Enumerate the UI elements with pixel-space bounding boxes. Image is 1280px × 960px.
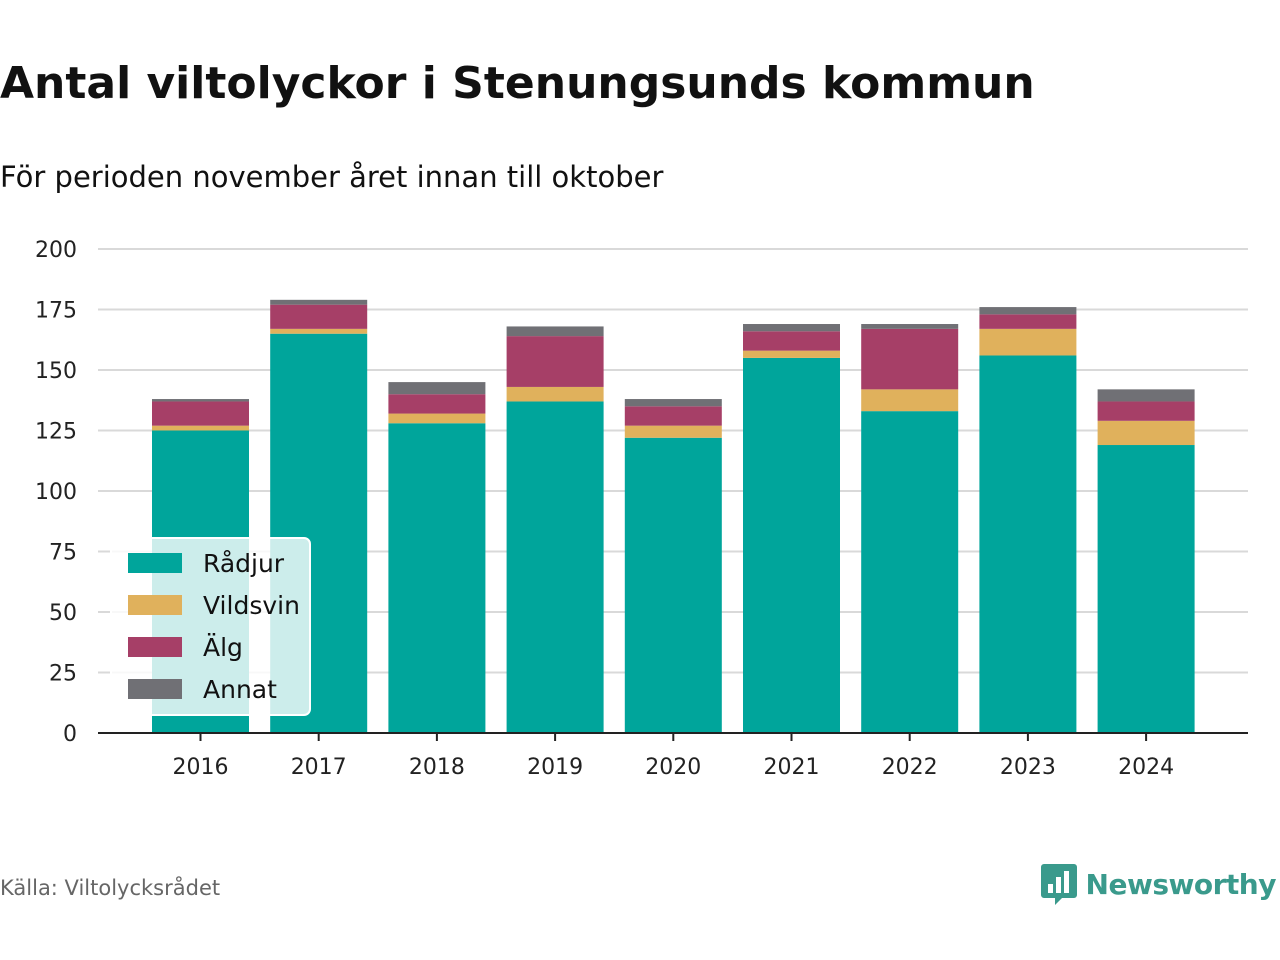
- bar-segment: [979, 355, 1077, 733]
- bar-segment: [152, 399, 249, 402]
- legend-label: Rådjur: [203, 549, 285, 578]
- x-tick-label: 2018: [409, 755, 465, 780]
- legend-swatch: [128, 637, 182, 657]
- bar-segment: [388, 394, 486, 414]
- x-tick-label: 2016: [173, 755, 229, 780]
- x-axis: 2016 2017 2018 2019 2020 2021 2022 2023 2024: [98, 732, 1248, 780]
- bar-segment: [861, 389, 959, 412]
- legend-swatch: [128, 553, 182, 573]
- legend-box: [110, 537, 311, 716]
- bar-segment: [388, 423, 486, 733]
- bar-segment: [388, 413, 486, 424]
- bar-segment: [388, 382, 486, 395]
- bar-segment: [1097, 389, 1195, 402]
- bar-segment: [861, 328, 959, 390]
- bar-segment: [624, 437, 722, 733]
- bar-segment: [979, 307, 1077, 315]
- bar-segment: [743, 357, 840, 733]
- bar-segment: [270, 304, 368, 329]
- bar-segment: [152, 425, 249, 431]
- bar-segment: [624, 425, 722, 438]
- bar-segment: [861, 324, 959, 329]
- bar-segment: [1097, 401, 1195, 421]
- source-note: Källa: Viltolycksrådet: [0, 876, 221, 900]
- y-tick-label: 75: [49, 541, 77, 566]
- bar-segment: [506, 386, 604, 402]
- legend-label: Älg: [203, 633, 243, 662]
- x-tick-label: 2021: [764, 755, 820, 780]
- y-tick-label: 150: [35, 359, 77, 384]
- y-tick-label: 100: [35, 480, 77, 505]
- x-tick-label: 2020: [645, 755, 701, 780]
- bar-segment: [506, 336, 604, 387]
- legend-swatch: [128, 679, 182, 699]
- brand-logo: Newsworthy: [1040, 862, 1277, 906]
- y-tick-label: 200: [35, 238, 77, 263]
- legend-label: Annat: [203, 675, 277, 704]
- x-tick-label: 2023: [1000, 755, 1056, 780]
- legend-swatch: [128, 595, 182, 615]
- bar-segment: [743, 324, 840, 332]
- x-tick-label: 2017: [291, 755, 347, 780]
- chart-subtitle: För perioden november året innan till ok…: [0, 160, 664, 194]
- bar-segment: [743, 331, 840, 351]
- legend-label: Vildsvin: [203, 591, 300, 620]
- bar-segment: [1097, 445, 1195, 733]
- y-axis-tick-labels: 0 25 50 75 100 125 150 175 200: [35, 238, 77, 747]
- bar-segment: [270, 328, 368, 334]
- y-tick-label: 50: [49, 601, 77, 626]
- brand-name: Newsworthy: [1085, 867, 1277, 901]
- y-tick-label: 125: [35, 420, 77, 445]
- bars: [152, 299, 1195, 733]
- legend: Rådjur Vildsvin Älg Annat: [110, 537, 311, 716]
- bar-segment: [506, 401, 604, 733]
- bar-segment: [1097, 420, 1195, 446]
- bar-segment: [506, 326, 604, 337]
- bar-segment: [979, 314, 1077, 329]
- x-tick-label: 2024: [1118, 755, 1174, 780]
- y-tick-label: 175: [35, 299, 77, 324]
- y-tick-label: 0: [63, 722, 77, 747]
- bar-segment: [624, 406, 722, 426]
- bar-segment: [979, 328, 1077, 356]
- bar-segment: [861, 411, 959, 733]
- bar-segment: [743, 350, 840, 358]
- bar-segment: [624, 399, 722, 407]
- chart-title: Antal viltolyckor i Stenungsunds kommun: [0, 58, 1035, 109]
- bar-segment: [270, 299, 368, 305]
- bar-segment: [152, 401, 249, 426]
- x-tick-label: 2019: [527, 755, 583, 780]
- y-tick-label: 25: [49, 662, 77, 687]
- x-tick-label: 2022: [882, 755, 938, 780]
- newsworthy-logo-icon: [1040, 864, 1077, 905]
